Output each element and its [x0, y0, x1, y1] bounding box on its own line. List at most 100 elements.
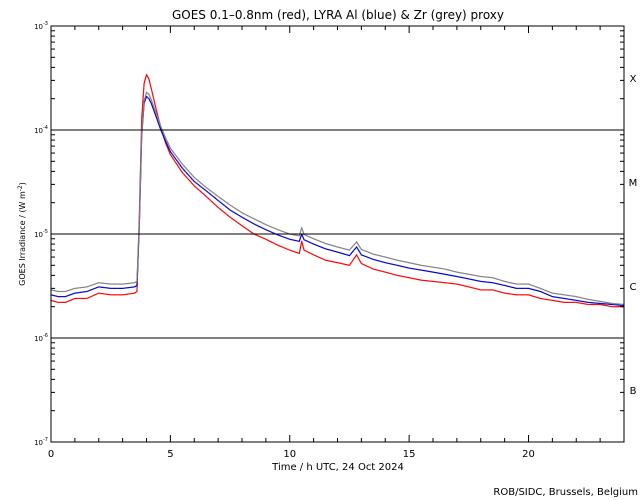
data-point	[529, 284, 532, 286]
data-point	[157, 120, 159, 122]
data-point	[183, 174, 186, 176]
data-point	[144, 95, 147, 97]
data-point	[399, 260, 401, 262]
data-point	[231, 217, 233, 220]
data-point	[548, 291, 550, 293]
data-point	[280, 230, 282, 232]
data-point	[98, 292, 100, 294]
data-point	[170, 154, 172, 157]
data-point	[415, 263, 417, 265]
data-point	[428, 280, 430, 282]
data-point	[542, 292, 545, 294]
data-point	[370, 258, 372, 260]
data-point	[468, 278, 470, 280]
data-point	[448, 274, 450, 276]
data-point	[143, 106, 145, 109]
data-point	[178, 167, 180, 169]
data-point	[241, 216, 243, 218]
data-point	[572, 301, 574, 303]
data-point	[295, 234, 297, 236]
data-point	[368, 257, 370, 259]
data-point	[159, 126, 161, 128]
data-point	[249, 231, 252, 233]
data-point	[60, 301, 62, 303]
data-point	[500, 283, 502, 286]
data-point	[286, 237, 288, 239]
data-point	[242, 212, 244, 214]
data-point	[586, 301, 588, 303]
data-point	[97, 282, 99, 284]
data-point	[227, 208, 229, 210]
data-point	[280, 235, 282, 237]
data-point	[423, 265, 425, 267]
y-tick-exp: -6	[43, 333, 48, 339]
data-point	[372, 258, 374, 260]
data-point	[185, 172, 188, 174]
data-point	[272, 226, 274, 229]
data-point	[351, 260, 354, 262]
data-point	[140, 160, 142, 162]
data-point	[453, 270, 455, 272]
data-point	[300, 230, 302, 232]
data-point	[84, 291, 86, 293]
data-point	[139, 201, 141, 204]
data-point	[174, 157, 176, 160]
data-point	[137, 264, 139, 266]
data-point	[352, 251, 354, 253]
data-point	[136, 266, 139, 268]
data-point	[248, 229, 250, 232]
data-point	[139, 175, 142, 177]
data-point	[556, 300, 558, 302]
data-point	[286, 232, 288, 234]
data-point	[442, 281, 444, 284]
data-point	[227, 214, 229, 216]
data-point	[323, 259, 326, 261]
data-point	[622, 304, 624, 307]
data-point	[165, 139, 168, 141]
data-point	[162, 135, 164, 137]
data-point	[138, 230, 140, 232]
data-point	[143, 83, 145, 86]
data-point	[374, 259, 376, 261]
data-point	[342, 247, 345, 250]
data-point	[162, 130, 164, 132]
data-point	[165, 137, 167, 139]
data-point	[468, 286, 470, 288]
data-point	[87, 297, 89, 299]
data-point	[362, 263, 364, 266]
y-axis-label-sup: -2	[17, 185, 24, 191]
data-point	[361, 249, 363, 251]
data-point	[213, 203, 215, 205]
data-point	[89, 289, 91, 291]
data-point	[527, 287, 530, 289]
data-point	[435, 267, 437, 269]
data-point	[288, 249, 290, 251]
data-point	[563, 294, 565, 296]
data-point	[104, 293, 106, 295]
data-point	[166, 146, 168, 148]
data-point	[353, 258, 355, 260]
data-point	[505, 292, 507, 294]
data-point	[551, 292, 553, 294]
data-point	[117, 294, 119, 296]
data-point	[539, 287, 542, 289]
data-point	[173, 160, 176, 162]
data-point	[398, 260, 400, 262]
data-point	[140, 158, 142, 160]
data-point	[169, 150, 171, 152]
data-point	[183, 169, 186, 172]
data-point	[242, 217, 244, 219]
data-point	[589, 303, 591, 306]
data-point	[246, 214, 249, 217]
data-point	[424, 265, 426, 267]
data-point	[551, 299, 553, 301]
data-point	[386, 256, 388, 259]
data-point	[126, 293, 128, 295]
data-point	[440, 272, 442, 275]
data-point	[321, 241, 324, 243]
data-point	[385, 271, 387, 273]
data-point	[218, 207, 220, 209]
data-point	[568, 294, 570, 297]
data-point	[140, 156, 142, 159]
data-point	[125, 293, 127, 295]
